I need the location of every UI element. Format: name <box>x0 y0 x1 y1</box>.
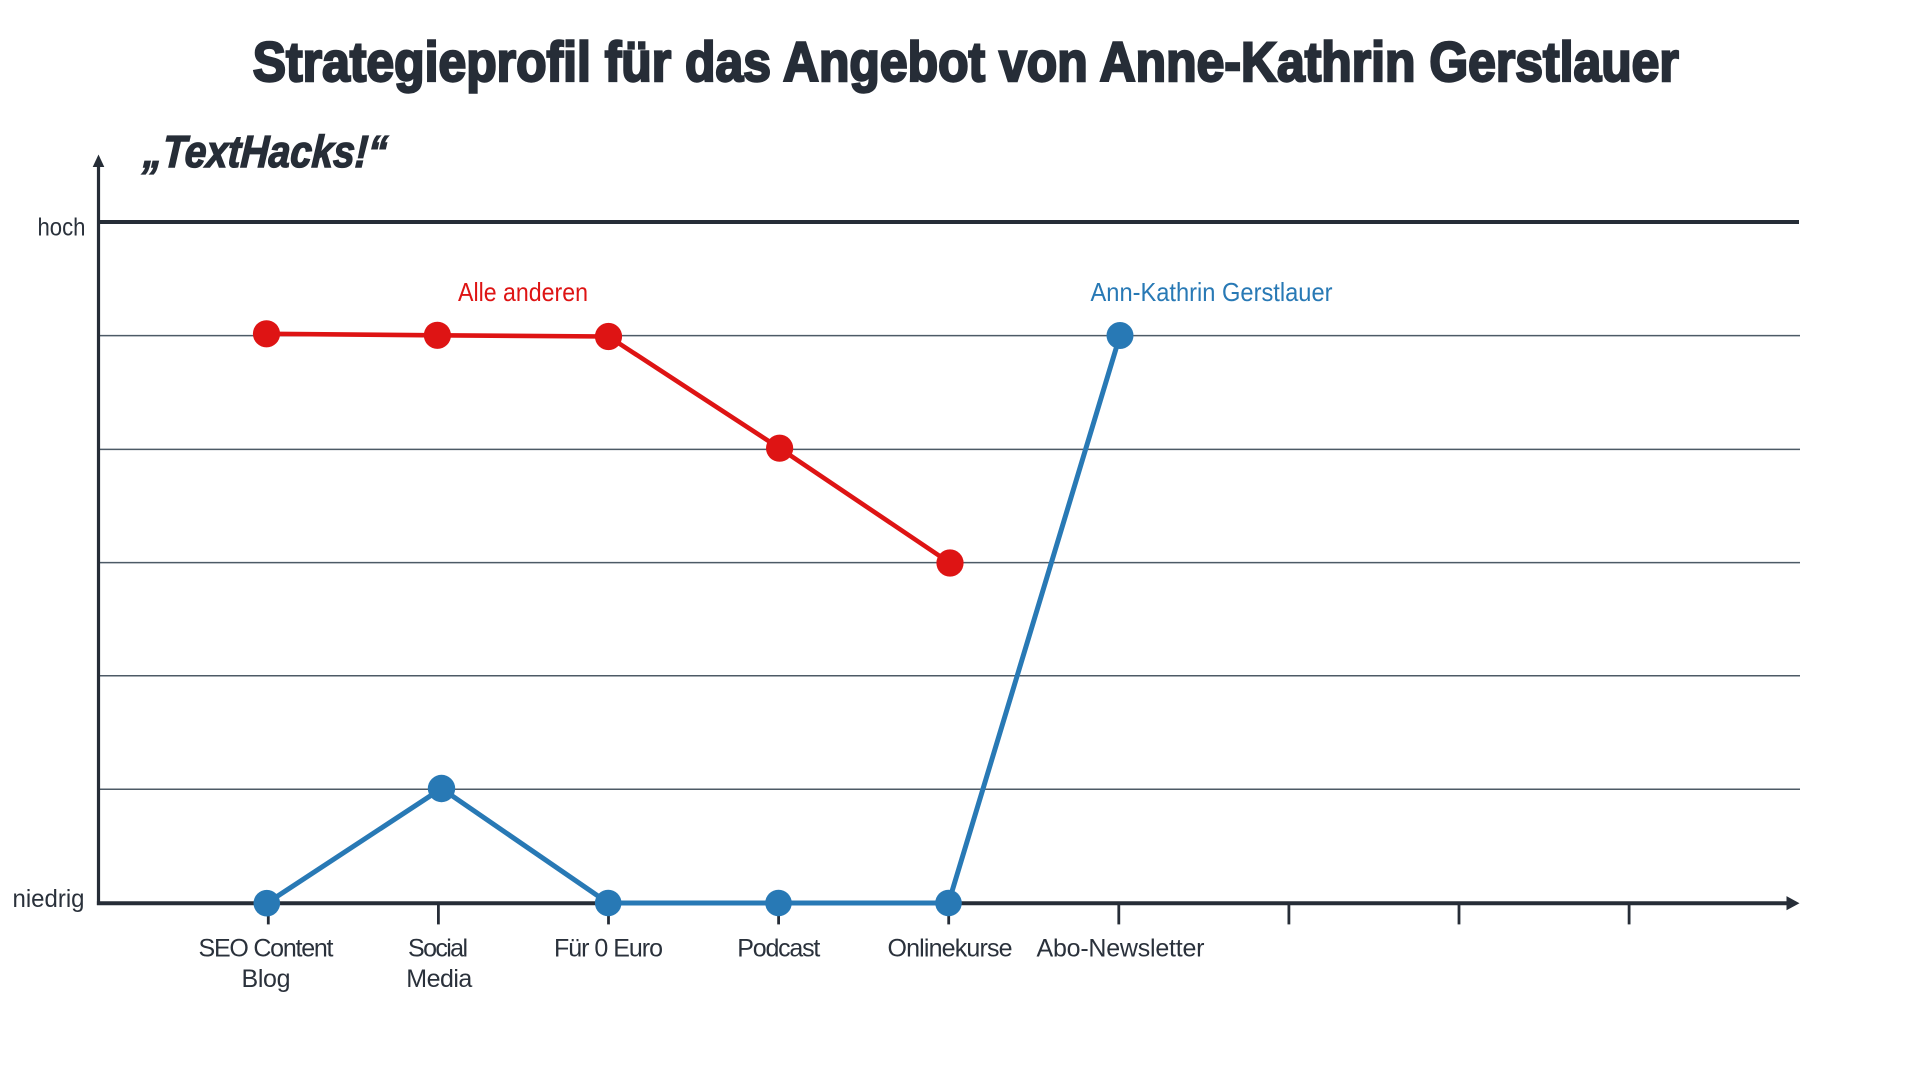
svg-text:Onlinekurse: Onlinekurse <box>888 935 1013 963</box>
svg-text:Strategieprofil für das Angebo: Strategieprofil für das Angebot von Anne… <box>253 31 1679 93</box>
svg-text:Media: Media <box>406 965 472 993</box>
svg-text:Für 0 Euro: Für 0 Euro <box>554 935 663 963</box>
svg-text:Alle anderen: Alle anderen <box>458 277 588 307</box>
svg-text:Ann-Kathrin Gerstlauer: Ann-Kathrin Gerstlauer <box>1091 277 1333 307</box>
svg-text:Podcast: Podcast <box>737 935 820 963</box>
svg-text:niedrig: niedrig <box>13 885 85 913</box>
svg-text:hoch: hoch <box>38 214 86 242</box>
svg-text:Abo-Newsletter: Abo-Newsletter <box>1037 935 1205 963</box>
svg-text:Social: Social <box>408 935 468 963</box>
svg-text:SEO Content: SEO Content <box>199 935 334 963</box>
svg-text:„TextHacks!“: „TextHacks!“ <box>141 126 389 177</box>
svg-text:Blog: Blog <box>242 965 291 993</box>
